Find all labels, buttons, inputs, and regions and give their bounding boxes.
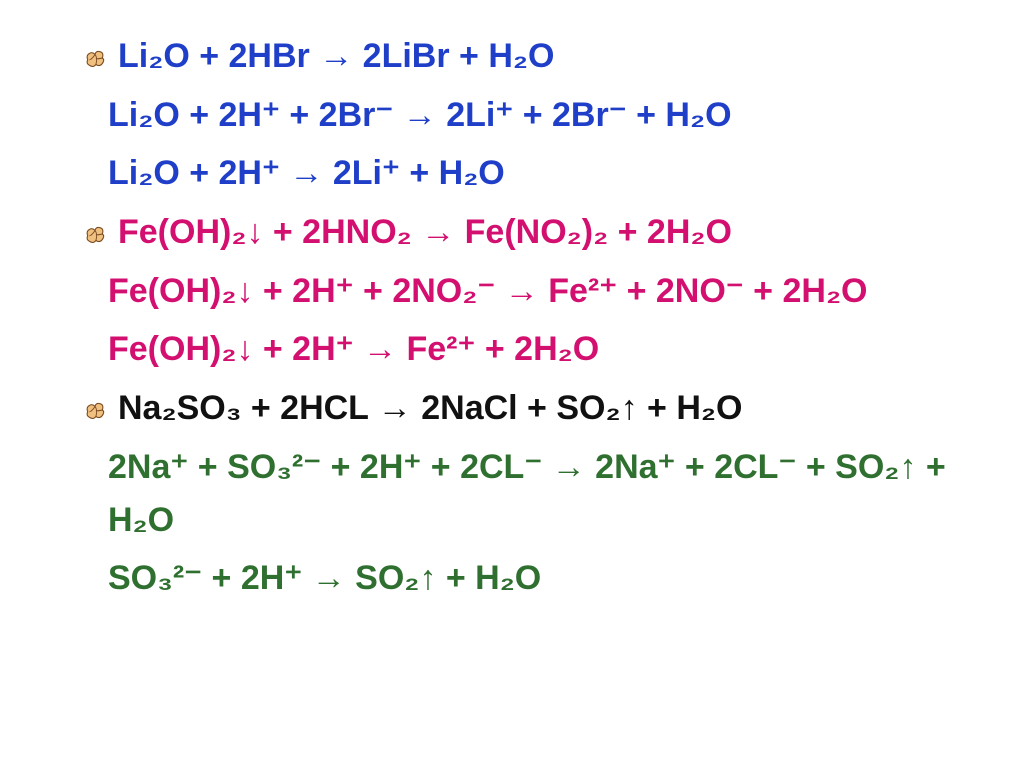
equation-text: Na₂SO₃ + 2HCL → 2NaCl + SO₂↑ + H₂O [118, 389, 742, 427]
equation-line: Fe(OH)₂↓ + 2H⁺ → Fe²⁺ + 2H₂O [90, 323, 964, 376]
equation-line: Li₂O + 2H⁺ → 2Li⁺ + H₂O [90, 147, 964, 200]
equation-text: Fe(OH)₂↓ + 2HNO₂ → Fe(NO₂)₂ + 2H₂O [118, 213, 732, 251]
equation-text: Li₂O + 2HBr → 2LiBr + H₂O [118, 37, 554, 75]
equation-text: Fe(OH)₂↓ + 2H⁺ + 2NO₂⁻ → Fe²⁺ + 2NO⁻ + 2… [108, 272, 868, 310]
slide-content: Li₂O + 2HBr → 2LiBr + H₂O Li₂O + 2H⁺ + 2B… [0, 0, 1024, 641]
leaf-bullet-icon [90, 399, 114, 419]
equation-line: Na₂SO₃ + 2HCL → 2NaCl + SO₂↑ + H₂O [90, 382, 964, 435]
leaf-bullet-icon [90, 47, 114, 67]
equation-line: SO₃²⁻ + 2H⁺ → SO₂↑ + H₂O [90, 552, 964, 605]
equation-text: Fe(OH)₂↓ + 2H⁺ → Fe²⁺ + 2H₂O [108, 330, 599, 368]
equation-text: 2Na⁺ + SO₃²⁻ + 2H⁺ + 2CL⁻ → 2Na⁺ + 2CL⁻ … [108, 448, 946, 539]
equation-line: Li₂O + 2H⁺ + 2Br⁻ → 2Li⁺ + 2Br⁻ + H₂O [90, 89, 964, 142]
equation-line: Li₂O + 2HBr → 2LiBr + H₂O [90, 30, 964, 83]
leaf-bullet-icon [90, 223, 114, 243]
equation-line: Fe(OH)₂↓ + 2H⁺ + 2NO₂⁻ → Fe²⁺ + 2NO⁻ + 2… [90, 265, 964, 318]
equation-text: Li₂O + 2H⁺ + 2Br⁻ → 2Li⁺ + 2Br⁻ + H₂O [108, 96, 732, 134]
equation-line: Fe(OH)₂↓ + 2HNO₂ → Fe(NO₂)₂ + 2H₂O [90, 206, 964, 259]
equation-text: Li₂O + 2H⁺ → 2Li⁺ + H₂O [108, 154, 505, 192]
equation-line: 2Na⁺ + SO₃²⁻ + 2H⁺ + 2CL⁻ → 2Na⁺ + 2CL⁻ … [90, 441, 964, 546]
equation-text: SO₃²⁻ + 2H⁺ → SO₂↑ + H₂O [108, 559, 541, 597]
